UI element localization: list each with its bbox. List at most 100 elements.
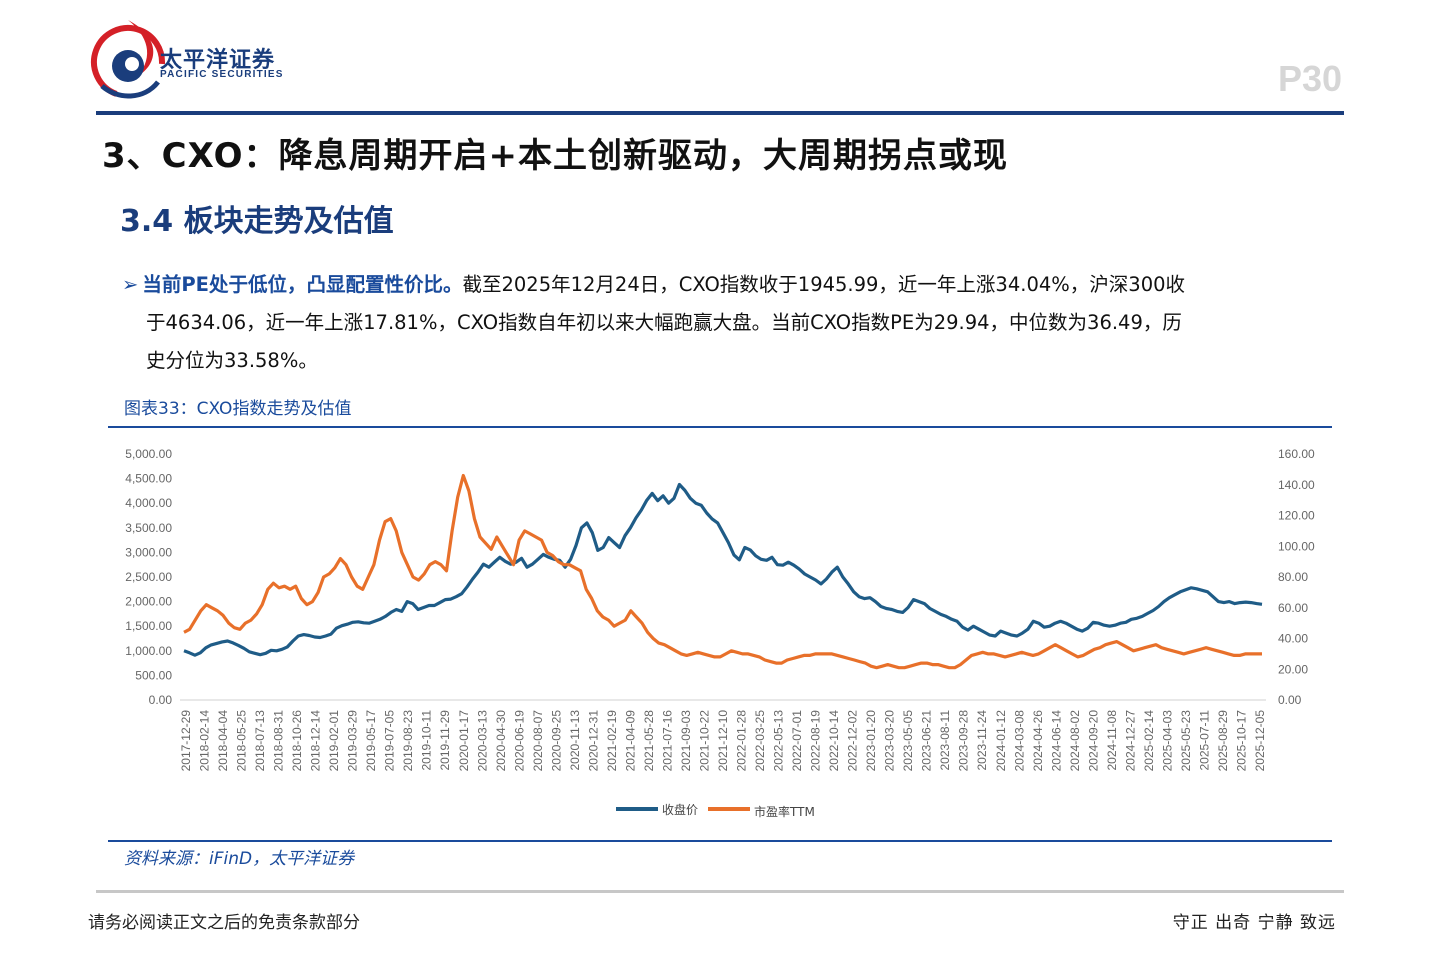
x-axis-tick-label: 2023-08-11 [938,710,952,771]
figure-source: 资料来源：iFinD，太平洋证券 [124,849,355,869]
x-axis-tick-label: 2019-10-11 [420,710,434,771]
x-axis-tick-label: 2019-11-29 [438,710,452,771]
x-axis-tick-label: 2020-08-07 [531,710,545,772]
right-axis-tick-label: 100.00 [1278,539,1315,553]
x-axis-tick-label: 2022-10-14 [827,710,841,772]
left-axis-tick-label: 3,500.00 [125,521,172,535]
footer-divider [96,890,1344,893]
x-axis-tick-label: 2021-02-19 [605,710,619,772]
logo-text-cn: 太平洋证券 [160,48,276,73]
left-axis-tick-label: 1,500.00 [125,619,172,633]
x-axis-tick-label: 2018-07-13 [253,710,267,772]
left-axis-tick-label: 2,500.00 [125,570,172,584]
x-axis-tick-label: 2020-11-13 [568,710,582,771]
x-axis-tick-label: 2024-12-27 [1123,710,1137,772]
x-axis-tick-label: 2024-03-08 [1012,710,1026,772]
right-axis-tick-label: 60.00 [1278,601,1308,615]
x-axis-tick-label: 2024-01-12 [994,710,1008,772]
x-axis-tick-label: 2018-12-14 [309,710,323,772]
legend-label-close: 收盘价 [662,802,698,817]
right-axis-tick-label: 80.00 [1278,570,1308,584]
right-axis-tick-label: 140.00 [1278,478,1315,492]
x-axis-tick-label: 2024-08-02 [1068,710,1082,772]
x-axis-tick-label: 2023-09-28 [957,710,971,772]
x-axis-tick-label: 2025-04-03 [1160,710,1174,772]
page-number: P30 [1277,58,1342,99]
x-axis-tick-label: 2022-12-02 [846,710,860,772]
x-axis-tick-label: 2018-10-26 [290,710,304,772]
x-axis-tick-label: 2020-03-13 [475,710,489,772]
right-axis-tick-label: 0.00 [1278,693,1302,707]
x-axis-tick-label: 2019-08-23 [401,710,415,772]
x-axis-tick-label: 2023-06-21 [920,710,934,772]
x-axis-tick-label: 2018-08-31 [272,710,286,772]
x-axis-tick-label: 2020-01-17 [457,710,471,772]
footer-disclaimer: 请务必阅读正文之后的免责条款部分 [88,913,360,933]
x-axis-tick-label: 2024-09-20 [1086,710,1100,772]
x-axis-tick-label: 2021-12-10 [716,710,730,772]
series-line-pe [183,473,1262,670]
x-axis-tick-label: 2018-05-25 [235,710,249,772]
chart-legend: 收盘价 市盈率TTM [616,802,815,819]
x-axis-tick-label: 2024-11-08 [1105,710,1119,771]
left-axis-tick-label: 4,000.00 [125,496,172,510]
x-axis-tick-label: 2025-10-17 [1234,710,1248,772]
x-axis-tick-label: 2024-04-26 [1031,710,1045,772]
paragraph-line1: 截至2025年12月24日，CXO指数收于1945.99，近一年上涨34.04%… [462,273,1186,296]
left-axis-tick-label: 0.00 [149,693,173,707]
section-subtitle: 3.4 板块走势及估值 [120,204,394,239]
paragraph-line2: 于4634.06，近一年上涨17.81%，CXO指数自年初以来大幅跑赢大盘。当前… [146,311,1182,334]
right-axis-tick-label: 120.00 [1278,509,1315,523]
footer-slogan: 守正 出奇 宁静 致远 [1172,913,1336,933]
x-axis-tick-label: 2018-04-04 [216,710,230,772]
company-logo [91,20,165,99]
summary-paragraph: ➢ 当前PE处于低位，凸显配置性价比。截至2025年12月24日，CXO指数收于1… [122,266,1342,380]
right-axis-tick-label: 160.00 [1278,447,1315,461]
x-axis-tick-label: 2019-05-17 [364,710,378,772]
x-axis-tick-label: 2023-11-24 [975,710,989,771]
x-axis-tick-label: 2021-05-28 [642,710,656,772]
x-axis-tick-label: 2019-02-01 [327,710,341,772]
x-axis-tick-label: 2019-03-29 [346,710,360,772]
paragraph-line3: 史分位为33.58%。 [146,349,318,372]
x-axis-tick-label: 2017-12-29 [179,710,193,772]
series-line-close [183,482,1263,657]
left-axis-tick-label: 4,500.00 [125,472,172,486]
x-axis-tick-label: 2025-12-05 [1253,710,1267,772]
x-axis-tick-label: 2020-12-31 [586,710,600,772]
x-axis-tick-label: 2018-02-14 [198,710,212,772]
bullet-arrow-icon: ➢ [122,273,139,296]
x-axis-tick-label: 2022-08-19 [809,710,823,772]
cxo-index-chart: 0.00 500.00 1,000.00 1,500.00 2,000.00 2,500.… [125,447,1315,819]
x-axis-tick-label: 2020-09-25 [549,710,563,772]
right-axis-tick-label: 40.00 [1278,632,1308,646]
x-axis-tick-label: 2020-06-19 [512,710,526,772]
x-axis-tick-label: 2024-06-14 [1049,710,1063,772]
x-axis-tick-label: 2023-05-05 [901,710,915,772]
logo-text-en: PACIFIC SECURITIES [160,69,284,80]
x-axis-tick-label: 2025-08-29 [1216,710,1230,772]
x-axis-tick-label: 2022-03-25 [753,710,767,772]
x-axis-tick-label: 2022-01-28 [735,710,749,772]
x-axis-tick-label: 2023-03-20 [883,710,897,772]
x-axis-tick-label: 2025-05-23 [1179,710,1193,772]
paragraph-lead: 当前PE处于低位，凸显配置性价比。 [142,273,463,296]
page-title: 3、CXO：降息周期开启+本土创新驱动，大周期拐点或现 [102,136,1009,176]
figure-caption: 图表33：CXO指数走势及估值 [124,399,352,419]
x-axis-tick-label: 2021-10-22 [697,710,711,772]
header-divider [96,111,1344,115]
legend-label-pe: 市盈率TTM [754,804,815,819]
x-axis-tick-label: 2021-07-16 [660,710,674,772]
x-axis-tick-label: 2022-07-01 [790,710,804,772]
x-axis-tick-label: 2022-05-13 [772,710,786,772]
right-axis-tick-label: 20.00 [1278,662,1308,676]
x-axis-tick-label: 2025-02-14 [1142,710,1156,772]
figure-bottom-rule [108,840,1332,842]
left-axis-tick-label: 5,000.00 [125,447,172,461]
x-axis-tick-label: 2021-09-03 [679,710,693,772]
left-axis-tick-label: 2,000.00 [125,595,172,609]
x-axis-tick-label: 2019-07-05 [383,710,397,772]
figure-top-rule [108,426,1332,428]
left-axis-tick-label: 1,000.00 [125,644,172,658]
x-axis-tick-label: 2025-07-11 [1197,710,1211,771]
